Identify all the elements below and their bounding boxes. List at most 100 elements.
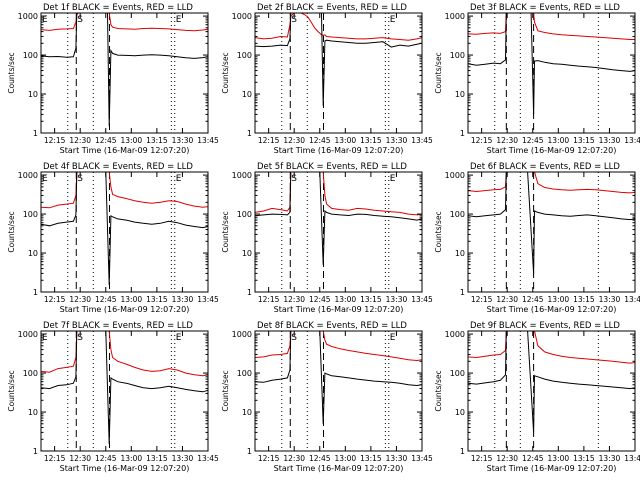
lld-series-line <box>254 12 423 41</box>
marker-label-E: E <box>42 333 48 343</box>
x-tick-label: 13:30 <box>172 295 194 304</box>
x-tick-label: 13:45 <box>624 136 640 145</box>
x-tick-label: 12:30 <box>69 295 91 304</box>
y-tick-label: 100 <box>450 51 465 60</box>
x-tick-label: 12:45 <box>95 454 117 463</box>
y-tick-label: 1 <box>460 288 465 297</box>
panel-title: Det 4f BLACK = Events, RED = LLD <box>43 162 193 172</box>
plot-frame <box>40 171 209 293</box>
y-tick-label: 1000 <box>445 330 465 339</box>
x-tick-label: 13:15 <box>360 136 382 145</box>
panel-title: Det 7f BLACK = Events, RED = LLD <box>43 321 193 331</box>
plot-frame <box>254 12 423 134</box>
marker-label-S: S <box>291 174 297 184</box>
panel-title: Det 2f BLACK = Events, RED = LLD <box>257 3 407 13</box>
x-tick-label: 12:30 <box>69 136 91 145</box>
x-axis-label: Start Time (16-Mar-09 12:07:20) <box>60 146 190 155</box>
x-tick-label: 13:15 <box>573 136 595 145</box>
x-tick-label: 13:15 <box>360 454 382 463</box>
y-tick-label: 1000 <box>232 171 252 180</box>
y-tick-label: 1 <box>460 447 465 456</box>
x-tick-label: 13:45 <box>411 136 433 145</box>
x-axis-label: Start Time (16-Mar-09 12:07:20) <box>274 305 404 314</box>
x-tick-label: 13:30 <box>599 454 621 463</box>
lld-series-line <box>467 171 636 194</box>
lld-series-line <box>254 330 423 362</box>
y-tick-label: 1000 <box>445 171 465 180</box>
x-tick-label: 12:15 <box>471 136 493 145</box>
detector-panel-2: Det 2f BLACK = Events, RED = LLD S E 1 10 100… <box>221 3 433 155</box>
marker-label-S: S <box>291 333 297 343</box>
x-tick-label: 13:00 <box>548 295 570 304</box>
x-tick-label: 12:45 <box>95 295 117 304</box>
marker-label-S: S <box>77 15 83 25</box>
x-tick-label: 13:45 <box>624 295 640 304</box>
panel-title: Det 6f BLACK = Events, RED = LLD <box>470 162 620 172</box>
x-tick-label: 13:45 <box>197 454 219 463</box>
x-tick-label: 13:00 <box>121 136 143 145</box>
y-tick-label: 10 <box>242 408 252 417</box>
plot-frame <box>467 171 636 293</box>
y-tick-label: 10 <box>28 249 38 258</box>
x-tick-label: 13:45 <box>197 295 219 304</box>
plot-frame <box>254 171 423 293</box>
x-tick-label: 12:45 <box>309 295 331 304</box>
detector-panel-4: Det 4f BLACK = Events, RED = LLD E S E 1 10 10… <box>7 162 219 314</box>
detector-panel-7: Det 7f BLACK = Events, RED = LLD E S E 1 10 10… <box>7 321 219 473</box>
detector-panel-5: Det 5f BLACK = Events, RED = LLD S E 1 10 100… <box>221 162 433 314</box>
detector-panel-1: Det 1f BLACK = Events, RED = LLD E S E 1 10 10… <box>7 3 219 155</box>
marker-label-E: E <box>390 15 396 25</box>
x-axis-label: Start Time (16-Mar-09 12:07:20) <box>274 146 404 155</box>
panel-title: Det 1f BLACK = Events, RED = LLD <box>43 3 193 13</box>
events-series-line <box>254 330 423 424</box>
y-tick-label: 1 <box>247 288 252 297</box>
x-tick-label: 13:00 <box>335 295 357 304</box>
y-tick-label: 100 <box>23 369 38 378</box>
x-axis-label: Start Time (16-Mar-09 12:07:20) <box>487 305 617 314</box>
detector-panel-6: Det 6f BLACK = Events, RED = LLD 1 10 100 10… <box>434 162 640 314</box>
events-series-line <box>467 330 636 433</box>
x-tick-label: 12:30 <box>283 136 305 145</box>
x-tick-label: 13:30 <box>599 136 621 145</box>
y-tick-label: 10 <box>28 90 38 99</box>
x-tick-label: 12:30 <box>496 454 518 463</box>
x-tick-label: 12:15 <box>471 454 493 463</box>
y-tick-label: 100 <box>237 210 252 219</box>
y-tick-label: 100 <box>23 210 38 219</box>
y-tick-label: 1 <box>33 288 38 297</box>
x-tick-label: 12:30 <box>69 454 91 463</box>
y-tick-label: 100 <box>237 51 252 60</box>
x-tick-label: 13:00 <box>548 454 570 463</box>
marker-label-E: E <box>42 174 48 184</box>
y-axis-label: Counts/sec <box>434 211 443 252</box>
x-tick-label: 12:15 <box>258 295 280 304</box>
marker-label-E: E <box>176 333 182 343</box>
x-axis-label: Start Time (16-Mar-09 12:07:20) <box>274 464 404 473</box>
y-tick-label: 1 <box>33 129 38 138</box>
marker-label-E: E <box>390 174 396 184</box>
y-tick-label: 10 <box>455 90 465 99</box>
lld-series-line <box>40 171 209 209</box>
x-tick-label: 12:45 <box>522 454 544 463</box>
x-tick-label: 13:00 <box>335 136 357 145</box>
x-tick-label: 13:30 <box>599 295 621 304</box>
y-tick-label: 1000 <box>18 330 38 339</box>
x-axis-label: Start Time (16-Mar-09 12:07:20) <box>60 464 190 473</box>
x-tick-label: 12:15 <box>258 136 280 145</box>
x-tick-label: 13:30 <box>386 295 408 304</box>
x-tick-label: 13:15 <box>146 454 168 463</box>
marker-label-S: S <box>291 15 297 25</box>
x-tick-label: 12:15 <box>44 454 66 463</box>
panel-title: Det 3f BLACK = Events, RED = LLD <box>470 3 620 13</box>
y-axis-label: Counts/sec <box>221 370 230 411</box>
marker-label-E: E <box>176 174 182 184</box>
x-tick-label: 12:45 <box>522 136 544 145</box>
x-tick-label: 13:30 <box>386 136 408 145</box>
x-tick-label: 12:30 <box>283 454 305 463</box>
x-tick-label: 13:15 <box>573 295 595 304</box>
x-tick-label: 13:45 <box>197 136 219 145</box>
x-axis-label: Start Time (16-Mar-09 12:07:20) <box>487 146 617 155</box>
lld-series-line <box>467 12 635 40</box>
x-tick-label: 13:30 <box>172 454 194 463</box>
y-tick-label: 100 <box>237 369 252 378</box>
